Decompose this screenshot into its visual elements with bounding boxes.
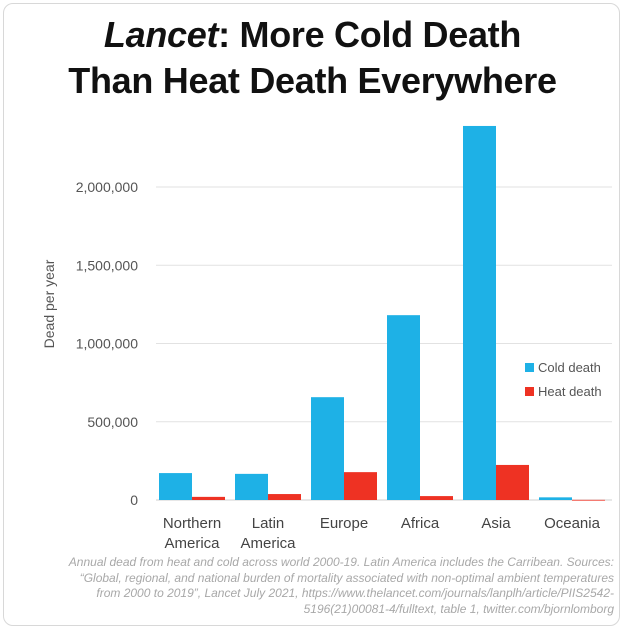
legend-swatch [525, 387, 534, 396]
caption-line: Annual dead from heat and cold across wo… [68, 555, 614, 569]
y-tick-label: 500,000 [87, 414, 138, 430]
x-tick-label: Asia [481, 515, 511, 532]
x-tick-label: Africa [401, 515, 440, 532]
legend-swatch [525, 363, 534, 372]
bar-heat-death [420, 496, 453, 500]
source-caption: Annual dead from heat and cold across wo… [12, 555, 614, 617]
caption-line: 5196(21)00081-4/fulltext, table 1, twitt… [303, 601, 614, 616]
caption-line: from 2000 to 2019”, Lancet July 2021, ht… [96, 586, 614, 600]
bar-chart: 0 500,000 1,000,000 1,500,000 2,000,000 Dead … [41, 125, 612, 552]
title-line-2: Than Heat Death Everywhere [68, 60, 557, 101]
chart-title: Lancet: More Cold Death Than Heat Death … [4, 12, 619, 104]
chart-card: Lancet: More Cold Death Than Heat Death … [3, 3, 620, 626]
bar-heat-death [572, 499, 605, 501]
bar-heat-death [496, 464, 529, 500]
title-line-1: Lancet: More Cold Death [4, 12, 619, 58]
x-tick-label: Northern [163, 515, 221, 532]
title-line-1-rest: : More Cold Death [218, 14, 522, 55]
bar-cold-death [463, 125, 496, 500]
bar-heat-death [344, 472, 377, 500]
bar-cold-death [539, 497, 572, 500]
y-tick-label: 1,000,000 [76, 336, 138, 352]
x-tick-label: America [164, 535, 220, 552]
caption-line: “Global, regional, and national burden o… [79, 570, 614, 585]
bar-cold-death [235, 473, 268, 500]
x-tick-label: America [240, 535, 296, 552]
y-tick-label: 0 [130, 492, 138, 508]
bar-heat-death [192, 496, 225, 500]
bar-cold-death [159, 473, 192, 500]
y-tick-label: 2,000,000 [76, 179, 138, 195]
legend-label: Heat death [538, 384, 602, 399]
bar-cold-death [387, 315, 420, 500]
y-tick-label: 1,500,000 [76, 257, 138, 273]
title-journal-name: Lancet [103, 14, 219, 55]
bar-heat-death [268, 494, 301, 500]
x-tick-label: Oceania [544, 515, 601, 532]
legend-label: Cold death [538, 360, 601, 375]
bar-cold-death [311, 397, 344, 500]
x-tick-label: Latin [252, 515, 285, 532]
y-axis-label: Dead per year [41, 259, 57, 348]
x-tick-label: Europe [320, 515, 368, 532]
